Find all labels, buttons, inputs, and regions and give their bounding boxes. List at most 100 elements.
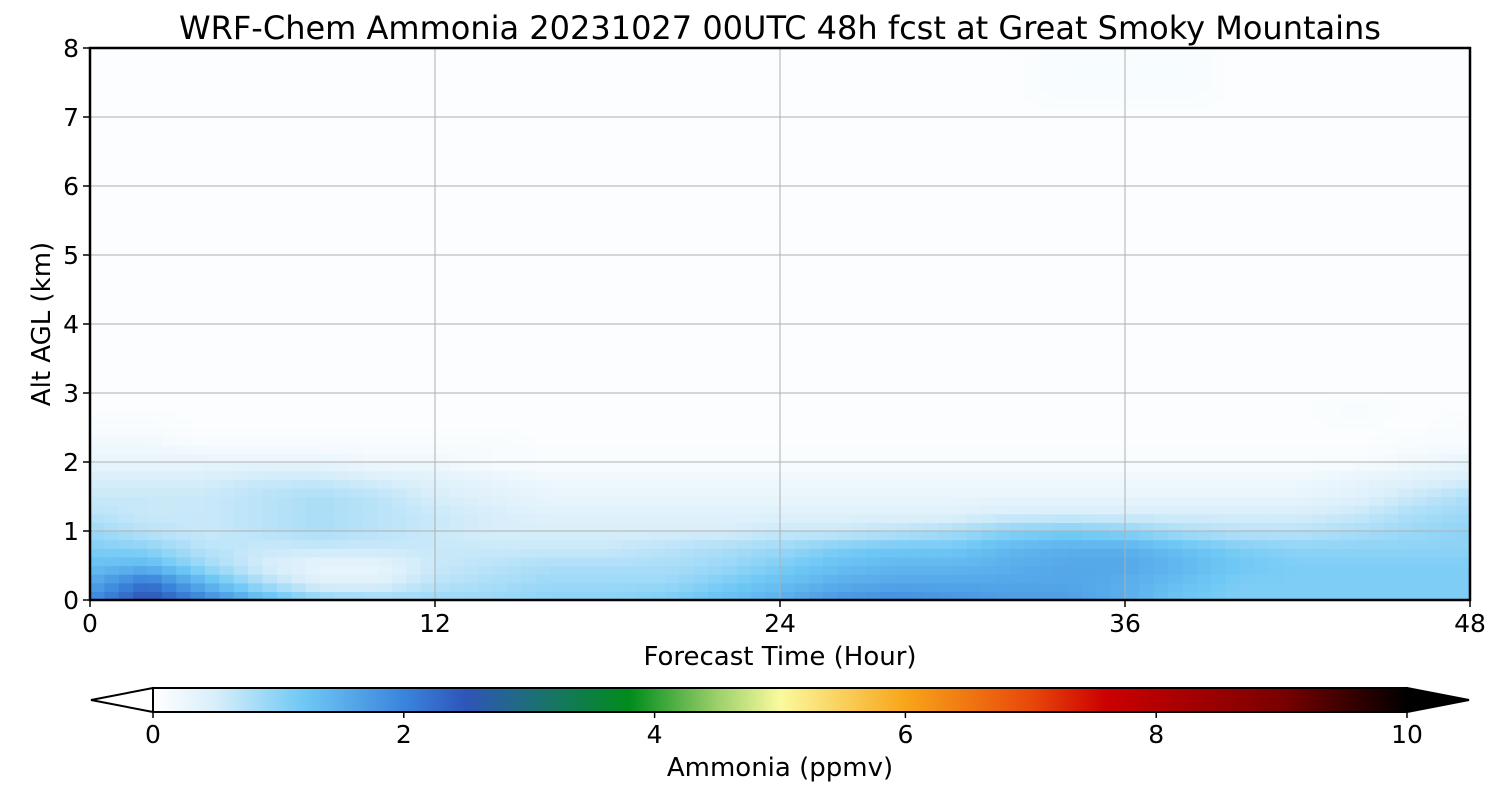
heatmap-cell <box>1426 453 1442 463</box>
heatmap-cell <box>952 453 968 463</box>
heatmap-cell <box>248 513 264 523</box>
heatmap-cell <box>823 513 839 523</box>
heatmap-cell <box>435 358 450 368</box>
heatmap-cell <box>966 470 982 480</box>
heatmap-cell <box>1268 255 1284 265</box>
heatmap-cell <box>636 151 652 161</box>
heatmap-cell <box>708 462 724 472</box>
heatmap-cell <box>521 349 537 360</box>
heatmap-cell <box>463 375 479 385</box>
heatmap-cell <box>794 496 810 506</box>
heatmap-cell <box>751 375 767 385</box>
heatmap-cell <box>952 582 968 592</box>
heatmap-cell <box>320 427 335 437</box>
heatmap-cell <box>90 444 105 454</box>
heatmap-cell <box>736 255 752 265</box>
heatmap-cell <box>1024 582 1040 592</box>
heatmap-cell <box>880 315 896 325</box>
heatmap-cell <box>1096 341 1112 351</box>
heatmap-cell <box>607 306 623 316</box>
heatmap-cell <box>808 229 824 239</box>
heatmap-cell <box>262 393 278 403</box>
heatmap-cell <box>650 358 666 368</box>
heatmap-cell <box>176 341 192 351</box>
heatmap-cell <box>693 574 709 584</box>
heatmap-cell <box>348 496 364 506</box>
heatmap-cell <box>478 556 494 567</box>
heatmap-cell <box>650 229 666 239</box>
heatmap-cell <box>564 237 580 247</box>
heatmap-cell <box>1254 367 1270 377</box>
heatmap-cell <box>104 332 120 342</box>
heatmap-cell <box>348 582 364 592</box>
heatmap-cell <box>1038 367 1054 377</box>
heatmap-cell <box>837 255 853 265</box>
heatmap-cell <box>1369 332 1385 342</box>
heatmap-cell <box>219 462 235 472</box>
heatmap-cell <box>1383 255 1399 265</box>
heatmap-cell <box>1455 151 1471 161</box>
heatmap-cell <box>593 479 609 489</box>
heatmap-cell <box>722 539 738 549</box>
heatmap-cell <box>1125 237 1140 247</box>
heatmap-cell <box>1240 168 1255 178</box>
heatmap-cell <box>1340 220 1356 230</box>
heatmap-cell <box>521 375 537 385</box>
heatmap-cell <box>607 548 623 558</box>
heatmap-cell <box>104 548 120 558</box>
heatmap-cell <box>190 220 206 230</box>
heatmap-cell <box>506 280 522 291</box>
heatmap-cell <box>1412 298 1428 308</box>
heatmap-cell <box>363 160 379 170</box>
heatmap-cell <box>1398 298 1414 308</box>
heatmap-cell <box>377 220 393 230</box>
heatmap-cell <box>636 349 652 360</box>
heatmap-cell <box>693 358 709 368</box>
heatmap-cell <box>607 565 623 575</box>
heatmap-cell <box>564 255 580 265</box>
heatmap-cell <box>449 384 465 394</box>
heatmap-cell <box>1125 427 1140 437</box>
heatmap-cell <box>593 246 609 256</box>
heatmap-cell <box>449 186 465 196</box>
heatmap-cell <box>1211 177 1227 187</box>
heatmap-cell <box>348 341 364 351</box>
heatmap-cell <box>276 444 292 454</box>
heatmap-cell <box>880 324 896 334</box>
heatmap-cell <box>435 496 450 506</box>
heatmap-cell <box>550 479 565 489</box>
heatmap-cell <box>1426 186 1442 196</box>
heatmap-cell <box>736 332 752 342</box>
heatmap-cell <box>1196 341 1212 351</box>
heatmap-cell <box>1053 513 1069 523</box>
heatmap-cell <box>808 548 824 558</box>
heatmap-cell <box>133 177 149 187</box>
heatmap-cell <box>1081 186 1097 196</box>
heatmap-cell <box>1340 565 1356 575</box>
heatmap-cell <box>506 315 522 325</box>
heatmap-cell <box>650 255 666 265</box>
heatmap-cell <box>391 272 407 282</box>
heatmap-cell <box>1038 203 1054 213</box>
heatmap-cell <box>794 367 810 377</box>
heatmap-cell <box>1125 289 1140 299</box>
heatmap-cell <box>1168 444 1184 454</box>
heatmap-cell <box>1168 186 1184 196</box>
heatmap-cell <box>1383 298 1399 308</box>
heatmap-cell <box>880 582 896 592</box>
heatmap-cell <box>104 298 120 308</box>
heatmap-cell <box>880 246 896 256</box>
heatmap-cell <box>1110 220 1126 230</box>
heatmap-cell <box>118 375 134 385</box>
heatmap-cell <box>1153 177 1169 187</box>
heatmap-cell <box>1398 505 1414 515</box>
heatmap-cell <box>693 168 709 178</box>
heatmap-cell <box>1383 324 1399 334</box>
heatmap-cell <box>133 531 149 541</box>
heatmap-cell <box>736 349 752 360</box>
heatmap-cell <box>808 565 824 575</box>
heatmap-cell <box>1038 410 1054 420</box>
heatmap-cell <box>780 393 795 403</box>
heatmap-cell <box>233 203 249 213</box>
heatmap-cell <box>118 470 134 480</box>
